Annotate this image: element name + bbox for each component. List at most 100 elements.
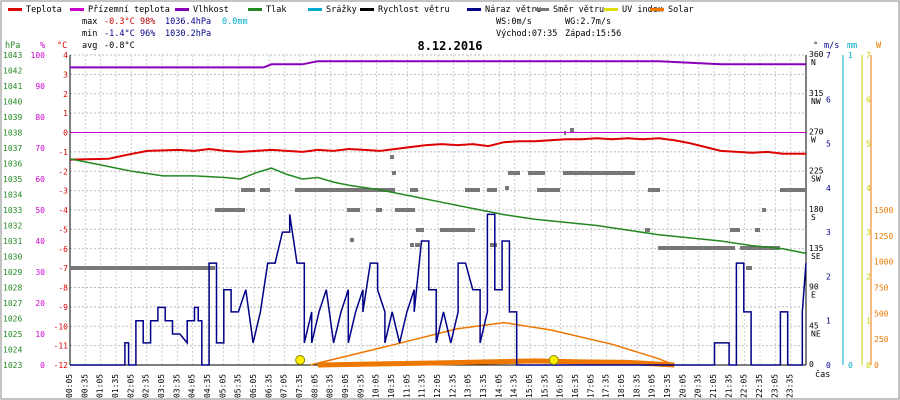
wind-direction-mark (648, 188, 660, 192)
tick-temp: 2 (63, 90, 68, 99)
tick-mm: 1 (848, 51, 853, 60)
tick-temp: 4 (63, 51, 68, 60)
wind-direction-mark (295, 188, 395, 192)
tick-time: 14:35 (510, 374, 519, 398)
tick-temp: 1 (63, 109, 68, 118)
tick-temp: -12 (54, 361, 69, 370)
tick-dir: 0 (809, 360, 814, 369)
legend-swatch (604, 8, 618, 11)
legend-swatch (467, 8, 481, 11)
tick-dir-card: NW (811, 97, 821, 106)
tick-time: 01:05 (96, 374, 105, 398)
legend-swatch (248, 8, 262, 11)
tick-temp: -7 (58, 264, 68, 273)
stats-avg-label: avg (82, 41, 97, 51)
unit-hpa: hPa (5, 41, 20, 51)
wind-direction-mark (376, 208, 382, 212)
tick-time: 00:35 (80, 374, 89, 398)
tick-hpa: 1024 (3, 346, 22, 355)
tick-pct: 20 (35, 299, 45, 308)
stats-max-rain: 0.0mm (222, 17, 248, 27)
tick-temp: -10 (54, 322, 69, 331)
solar-line (317, 358, 675, 368)
sunrise-marker (295, 355, 306, 365)
tick-time: 03:05 (157, 374, 166, 398)
wind-direction-dot (410, 243, 414, 247)
stats-min-hum: 96% (140, 29, 155, 39)
wind-direction-mark (215, 208, 245, 212)
wind-direction-mark (395, 208, 415, 212)
tick-hpa: 1043 (3, 51, 22, 60)
tick-temp: -3 (58, 187, 68, 196)
wind-direction-mark (70, 266, 215, 270)
tick-temp: -8 (58, 284, 68, 293)
tick-ms: 1 (826, 317, 831, 326)
tick-ms: 2 (826, 272, 831, 281)
tick-w: 1250 (874, 232, 893, 241)
stats-min-press: 1030.2hPa (165, 29, 211, 39)
wind-direction-mark (415, 243, 420, 247)
tick-w: 750 (874, 284, 889, 293)
tick-time: 20:35 (694, 374, 703, 398)
tick-hpa: 1027 (3, 299, 22, 308)
sunset-marker (548, 355, 559, 365)
axis-units: hPa % °C ° m/s mm W (5, 41, 882, 51)
tick-time: 16:35 (571, 374, 580, 398)
tick-uv: 3 (866, 228, 871, 237)
stats-max-temp: -0.3°C (104, 17, 135, 27)
tick-time: 02:35 (142, 374, 151, 398)
tick-time: 04:35 (203, 374, 212, 398)
tick-mm: 0 (848, 361, 853, 370)
legend-swatch (175, 8, 189, 11)
tick-pct: 90 (35, 82, 45, 91)
tick-dir-card: SW (811, 174, 821, 183)
tick-dir: 270 (809, 128, 824, 137)
wind-gust-info: WG:2.7m/s (565, 17, 611, 27)
legend-label: Přízemní teplota (88, 5, 170, 15)
tick-time: 02:05 (126, 374, 135, 398)
tick-dir: 90 (809, 283, 819, 292)
wind-direction-mark (537, 188, 560, 192)
unit-w: W (876, 41, 882, 51)
tick-pct: 70 (35, 144, 45, 153)
solar-theoretical-line (310, 321, 675, 366)
wind-direction-mark (645, 228, 650, 232)
wind-direction-mark (455, 228, 475, 232)
wind-direction-mark (508, 171, 520, 175)
legend-label: UV index (622, 5, 663, 15)
tick-dir-card: W (811, 136, 816, 145)
tick-uv: 1 (866, 317, 871, 326)
tick-uv: 7 (866, 51, 871, 60)
tick-dir: 315 (809, 89, 824, 98)
wind-direction-mark (746, 266, 752, 270)
tick-dir-card: E (811, 291, 816, 300)
humidity-line (70, 60, 806, 69)
tick-time: 08:05 (310, 374, 319, 398)
tick-w: 1000 (874, 258, 893, 267)
tick-time: 23:35 (786, 374, 795, 398)
tick-time: 19:05 (648, 374, 657, 398)
wind-direction-mark (440, 228, 455, 232)
tick-time: 22:35 (755, 374, 764, 398)
legend-swatch (308, 8, 322, 11)
plot-area (69, 60, 807, 368)
sun-wind-info: WS:0m/s WG:2.7m/s Východ:07:35 Západ:15:… (496, 17, 621, 39)
wind-direction-mark (762, 208, 766, 212)
tick-hpa: 1035 (3, 175, 22, 184)
tick-hpa: 1039 (3, 113, 22, 122)
wind-direction-mark (740, 246, 780, 250)
tick-hpa: 1037 (3, 144, 22, 153)
tick-dir: 225 (809, 166, 824, 175)
tick-time: 14:05 (494, 374, 503, 398)
tick-pct: 0 (40, 361, 45, 370)
tick-temp: -4 (58, 206, 68, 215)
legend-label: Náraz větru (485, 5, 541, 15)
tick-time: 09:05 (341, 374, 350, 398)
tick-time: 05:35 (234, 374, 243, 398)
legend-label: Tlak (266, 5, 286, 15)
tick-dir-card: N (811, 58, 816, 67)
legend-label: Směr větru (553, 5, 604, 15)
tick-temp: 3 (63, 70, 68, 79)
tick-time: 15:35 (540, 374, 549, 398)
